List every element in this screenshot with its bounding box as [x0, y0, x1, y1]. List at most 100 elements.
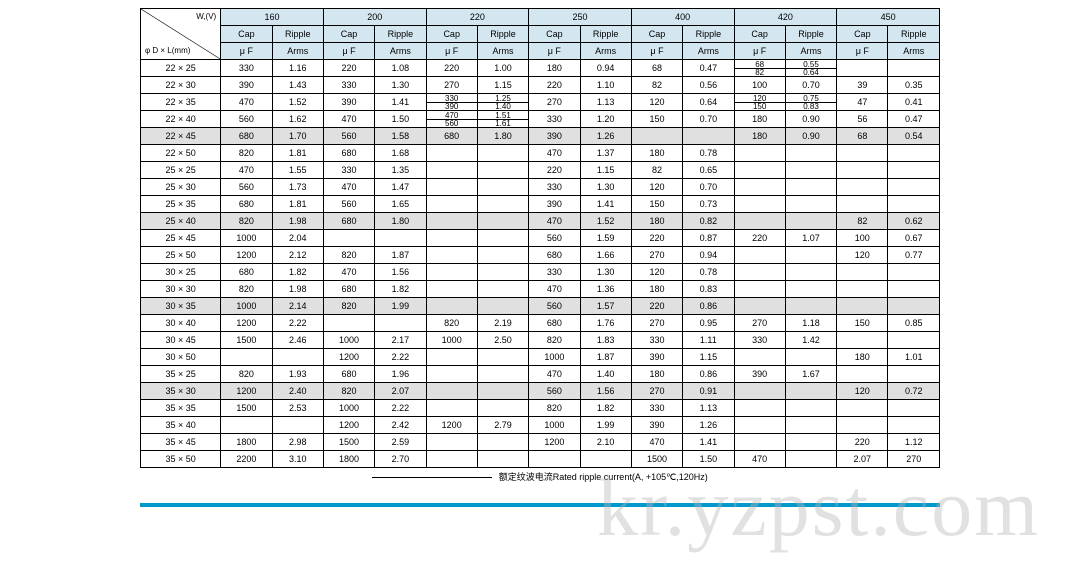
- data-cell: [477, 383, 528, 400]
- table-body: 22 × 253301.162201.082201.001800.94680.4…: [141, 60, 940, 468]
- data-cell: 270: [631, 247, 682, 264]
- table-row: 25 × 5012002.128201.876801.662700.941200…: [141, 247, 940, 264]
- data-cell: 270: [426, 77, 477, 94]
- data-cell: 1.11: [683, 332, 734, 349]
- data-cell: 1000: [323, 332, 374, 349]
- data-cell: 0.47: [888, 111, 940, 128]
- data-cell: 2.07: [837, 451, 888, 468]
- size-cell: 35 × 50: [141, 451, 221, 468]
- data-cell: 1200: [221, 247, 272, 264]
- data-cell: [837, 400, 888, 417]
- subheader-row-1: CapRippleCapRippleCapRippleCapRippleCapR…: [141, 26, 940, 43]
- data-cell: 0.73: [683, 196, 734, 213]
- data-cell: 390: [631, 417, 682, 434]
- unit-cell: μ F: [734, 43, 785, 60]
- data-cell: 1200: [529, 434, 580, 451]
- table-row: 30 × 3510002.148201.995601.572200.86: [141, 298, 940, 315]
- data-cell: 2.53: [272, 400, 323, 417]
- data-cell: [426, 264, 477, 281]
- data-cell: 82: [837, 213, 888, 230]
- data-cell: 180: [529, 60, 580, 77]
- subheader-cell: Cap: [323, 26, 374, 43]
- subheader-cell: Cap: [426, 26, 477, 43]
- data-cell: 470: [734, 451, 785, 468]
- data-cell: [477, 196, 528, 213]
- data-cell: 330: [734, 332, 785, 349]
- data-cell: 1.41: [375, 94, 426, 111]
- data-cell: 1.93: [272, 366, 323, 383]
- voltage-header: 160: [221, 9, 324, 26]
- data-cell: [888, 264, 940, 281]
- data-cell: 1500: [221, 400, 272, 417]
- data-cell: 470: [323, 179, 374, 196]
- data-cell: 330390: [426, 94, 477, 111]
- data-cell: 1.76: [580, 315, 631, 332]
- data-cell: 330: [529, 264, 580, 281]
- data-cell: 270: [734, 315, 785, 332]
- data-cell: 270: [631, 315, 682, 332]
- data-cell: 0.78: [683, 264, 734, 281]
- data-cell: 1.98: [272, 281, 323, 298]
- data-cell: 1.56: [375, 264, 426, 281]
- data-cell: [837, 366, 888, 383]
- table-row: 30 × 4515002.4610002.1710002.508201.8333…: [141, 332, 940, 349]
- data-cell: 0.70: [683, 179, 734, 196]
- data-cell: 680: [221, 196, 272, 213]
- data-cell: [426, 247, 477, 264]
- data-cell: 1.15: [683, 349, 734, 366]
- data-cell: [734, 264, 785, 281]
- table-row: 30 × 5012002.2210001.873901.151801.01: [141, 349, 940, 366]
- data-cell: [529, 451, 580, 468]
- data-cell: 120: [631, 94, 682, 111]
- data-cell: 470: [323, 111, 374, 128]
- data-cell: 330: [631, 332, 682, 349]
- size-cell: 25 × 30: [141, 179, 221, 196]
- table-container: W,(V) φ D × L(mm) 160 200 220 250 400 42…: [0, 0, 1080, 483]
- data-cell: 1.67: [785, 366, 836, 383]
- data-cell: [734, 281, 785, 298]
- data-cell: 1.30: [375, 77, 426, 94]
- data-cell: 1.98: [272, 213, 323, 230]
- data-cell: 1000: [323, 400, 374, 417]
- corner-bottom-label: φ D × L(mm): [145, 45, 190, 57]
- data-cell: 0.750.83: [785, 94, 836, 111]
- data-cell: 2200: [221, 451, 272, 468]
- data-cell: 1.43: [272, 77, 323, 94]
- data-cell: [888, 366, 940, 383]
- data-cell: 0.65: [683, 162, 734, 179]
- data-cell: 0.41: [888, 94, 940, 111]
- size-cell: 25 × 40: [141, 213, 221, 230]
- data-cell: 1.50: [683, 451, 734, 468]
- data-cell: 820: [323, 383, 374, 400]
- size-cell: 30 × 35: [141, 298, 221, 315]
- data-cell: 1.87: [375, 247, 426, 264]
- data-cell: [631, 128, 682, 145]
- data-cell: 1.66: [580, 247, 631, 264]
- data-cell: [837, 145, 888, 162]
- data-cell: 270: [529, 94, 580, 111]
- data-cell: 820: [529, 400, 580, 417]
- table-row: 35 × 3012002.408202.075601.562700.911200…: [141, 383, 940, 400]
- data-cell: 1.70: [272, 128, 323, 145]
- data-cell: 560: [529, 298, 580, 315]
- data-cell: 1200: [323, 349, 374, 366]
- data-cell: [477, 230, 528, 247]
- size-cell: 25 × 35: [141, 196, 221, 213]
- data-cell: 220: [426, 60, 477, 77]
- data-cell: 120: [837, 383, 888, 400]
- data-cell: 180: [631, 366, 682, 383]
- data-cell: 1.99: [580, 417, 631, 434]
- data-cell: 180: [631, 213, 682, 230]
- data-cell: [426, 298, 477, 315]
- data-cell: [785, 298, 836, 315]
- data-cell: 470: [631, 434, 682, 451]
- size-cell: 22 × 35: [141, 94, 221, 111]
- size-cell: 25 × 45: [141, 230, 221, 247]
- table-row: 30 × 308201.986801.824701.361800.83: [141, 281, 940, 298]
- data-cell: [837, 162, 888, 179]
- data-cell: 680: [323, 145, 374, 162]
- unit-cell: Arms: [272, 43, 323, 60]
- data-cell: 47: [837, 94, 888, 111]
- data-cell: [837, 298, 888, 315]
- data-cell: 1.80: [375, 213, 426, 230]
